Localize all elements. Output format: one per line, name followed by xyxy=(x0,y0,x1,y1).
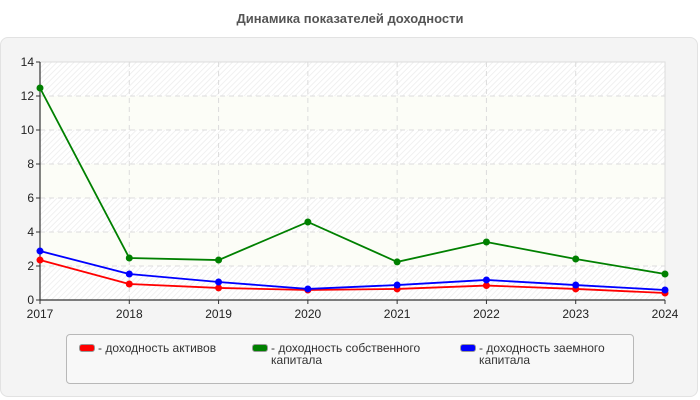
data-series xyxy=(36,84,669,297)
legend-label: - доходность активов xyxy=(98,341,217,355)
data-point xyxy=(482,276,490,284)
svg-text:2020: 2020 xyxy=(295,307,322,321)
svg-text:2021: 2021 xyxy=(384,307,411,321)
series-line xyxy=(36,84,669,278)
svg-text:2022: 2022 xyxy=(473,307,500,321)
svg-text:2023: 2023 xyxy=(562,307,589,321)
y-axis-ticks: 0 2 4 6 8 10 12 14 xyxy=(21,55,40,307)
legend: - доходность активов - доходность собств… xyxy=(66,334,634,384)
data-point xyxy=(36,84,44,92)
legend-item-assets: - доходность активов xyxy=(79,342,258,354)
data-point xyxy=(482,282,490,290)
svg-text:4: 4 xyxy=(27,225,34,239)
svg-text:14: 14 xyxy=(21,55,35,69)
legend-swatch-red xyxy=(79,344,95,352)
legend-swatch-blue xyxy=(460,344,476,352)
data-point xyxy=(661,270,669,278)
data-point xyxy=(661,286,669,294)
data-point xyxy=(125,280,133,288)
svg-text:2: 2 xyxy=(27,259,34,273)
data-point xyxy=(393,281,401,289)
data-point xyxy=(215,278,223,286)
legend-item-equity: - доходность собственного капитала xyxy=(252,342,431,366)
data-point xyxy=(304,285,312,293)
x-axis-ticks: 2017 2018 2019 2020 2021 2022 2023 2024 xyxy=(27,300,679,321)
svg-text:12: 12 xyxy=(21,89,35,103)
data-point xyxy=(125,254,133,262)
data-point xyxy=(482,238,490,246)
data-point xyxy=(304,218,312,226)
series-line xyxy=(36,247,669,294)
data-point xyxy=(572,281,580,289)
svg-text:2024: 2024 xyxy=(652,307,679,321)
data-point xyxy=(36,247,44,255)
data-point xyxy=(36,256,44,264)
plot-background xyxy=(39,61,666,301)
legend-label: - доходность собственного капитала xyxy=(271,341,421,367)
svg-text:2017: 2017 xyxy=(27,307,54,321)
data-point xyxy=(572,255,580,263)
svg-text:2018: 2018 xyxy=(116,307,143,321)
svg-text:2019: 2019 xyxy=(205,307,232,321)
svg-text:8: 8 xyxy=(27,157,34,171)
data-point xyxy=(393,258,401,266)
legend-label: - доходность заемного капитала xyxy=(479,341,605,367)
svg-text:0: 0 xyxy=(27,293,34,307)
svg-text:10: 10 xyxy=(21,123,35,137)
data-point xyxy=(215,284,223,292)
data-point xyxy=(215,256,223,264)
chart-title: Динамика показателей доходности xyxy=(236,11,464,26)
legend-item-debt: - доходность заемного капитала xyxy=(460,342,639,366)
data-point xyxy=(125,270,133,278)
legend-swatch-green xyxy=(252,344,268,352)
svg-text:6: 6 xyxy=(27,191,34,205)
